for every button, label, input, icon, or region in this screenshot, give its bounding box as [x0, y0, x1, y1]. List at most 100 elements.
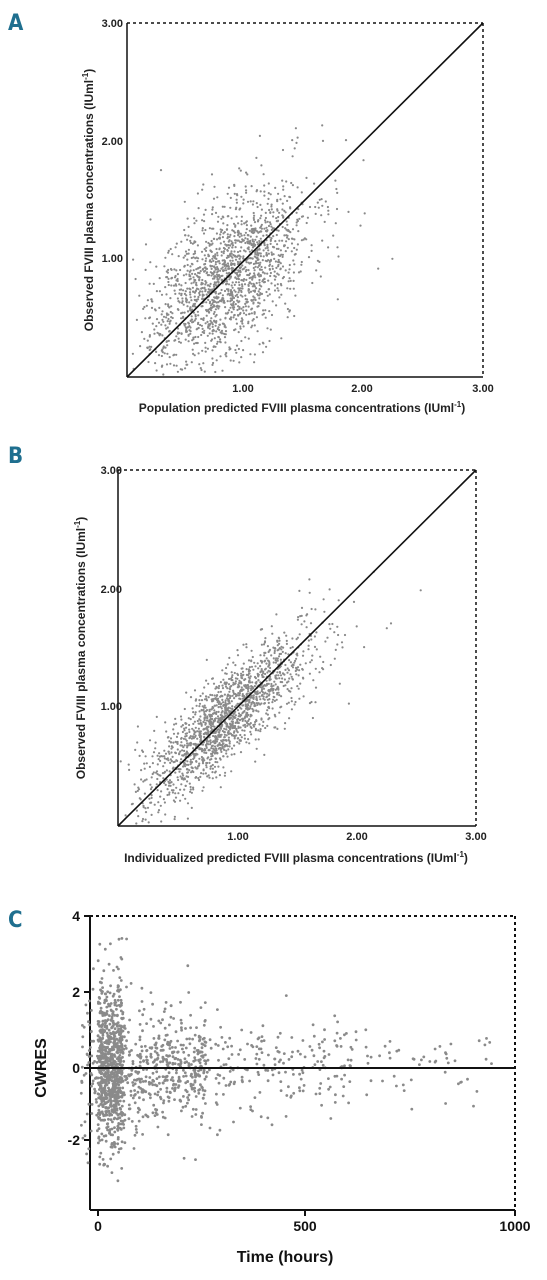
data-point: [229, 290, 232, 293]
panel-c-ytick: 2: [72, 984, 80, 1000]
data-point: [328, 1085, 332, 1089]
data-point: [180, 741, 183, 744]
data-point: [89, 1129, 93, 1133]
data-point: [292, 287, 295, 290]
data-point: [99, 1151, 103, 1155]
data-point: [222, 1063, 226, 1067]
data-point: [210, 339, 213, 342]
data-point: [116, 1100, 120, 1104]
data-point: [207, 288, 210, 291]
data-point: [105, 1005, 109, 1009]
data-point: [110, 1076, 114, 1079]
data-point: [302, 1084, 306, 1087]
data-point: [156, 1053, 160, 1057]
data-point: [208, 1126, 212, 1130]
data-point: [140, 1077, 143, 1081]
data-point: [274, 647, 277, 650]
data-point: [236, 741, 239, 744]
data-point: [193, 733, 196, 736]
data-point: [184, 250, 188, 253]
data-point: [252, 318, 255, 321]
data-point: [199, 715, 202, 718]
data-point: [222, 748, 225, 751]
data-point: [228, 348, 231, 351]
data-point: [274, 661, 277, 664]
data-point: [111, 1045, 114, 1049]
data-point: [265, 712, 268, 715]
data-point: [104, 1139, 108, 1143]
data-point: [270, 225, 273, 228]
data-point: [334, 179, 337, 182]
data-point: [230, 304, 234, 307]
data-point: [329, 663, 332, 667]
data-point: [295, 638, 298, 641]
data-point: [267, 197, 270, 200]
data-point: [288, 677, 291, 680]
data-point: [228, 656, 231, 660]
data-point: [215, 238, 219, 241]
data-point: [199, 748, 202, 751]
data-point: [80, 1079, 84, 1083]
data-point: [170, 305, 173, 308]
data-point: [307, 648, 310, 651]
data-point: [142, 307, 145, 310]
data-point: [263, 242, 266, 245]
data-point: [220, 733, 223, 736]
data-point: [165, 316, 168, 319]
data-point: [261, 259, 264, 262]
data-point: [278, 677, 281, 680]
data-point: [445, 1056, 449, 1060]
data-point: [198, 731, 201, 734]
data-point: [266, 245, 269, 248]
data-point: [123, 1113, 127, 1117]
data-point: [145, 1022, 149, 1025]
data-point: [144, 243, 148, 246]
data-point: [142, 780, 145, 783]
data-point: [242, 267, 245, 270]
data-point: [182, 746, 185, 749]
data-point: [208, 244, 211, 247]
data-point: [161, 772, 164, 775]
data-point: [250, 185, 253, 188]
data-point: [189, 332, 192, 335]
data-point: [216, 254, 219, 257]
data-point: [217, 215, 220, 218]
data-point: [87, 1102, 91, 1106]
data-point: [272, 661, 275, 664]
data-point: [97, 1127, 101, 1130]
data-point: [483, 1043, 487, 1047]
data-point: [211, 257, 214, 260]
data-point: [338, 682, 341, 685]
data-point: [236, 677, 239, 680]
data-point: [166, 352, 169, 355]
data-point: [116, 1096, 120, 1100]
data-point: [175, 735, 179, 739]
data-point: [233, 192, 236, 195]
data-point: [217, 292, 220, 295]
data-point: [136, 1078, 139, 1081]
data-point: [233, 262, 236, 265]
data-point: [211, 288, 214, 291]
data-point: [255, 709, 258, 712]
data-point: [225, 269, 228, 272]
data-point: [260, 686, 263, 689]
data-point: [138, 1096, 141, 1100]
data-point: [227, 283, 231, 286]
data-point: [201, 227, 204, 230]
data-point: [263, 299, 266, 302]
data-point: [385, 627, 388, 630]
data-point: [245, 191, 248, 194]
data-point: [239, 718, 242, 721]
data-point: [245, 228, 248, 231]
data-point: [113, 1027, 117, 1031]
data-point: [211, 722, 214, 726]
data-point: [273, 1057, 277, 1061]
data-point: [164, 286, 167, 289]
data-point: [289, 661, 292, 664]
data-point: [296, 685, 299, 688]
data-point: [146, 806, 150, 809]
data-point: [278, 637, 281, 640]
data-point: [112, 1032, 115, 1035]
data-point: [290, 242, 294, 245]
data-point: [238, 300, 241, 303]
